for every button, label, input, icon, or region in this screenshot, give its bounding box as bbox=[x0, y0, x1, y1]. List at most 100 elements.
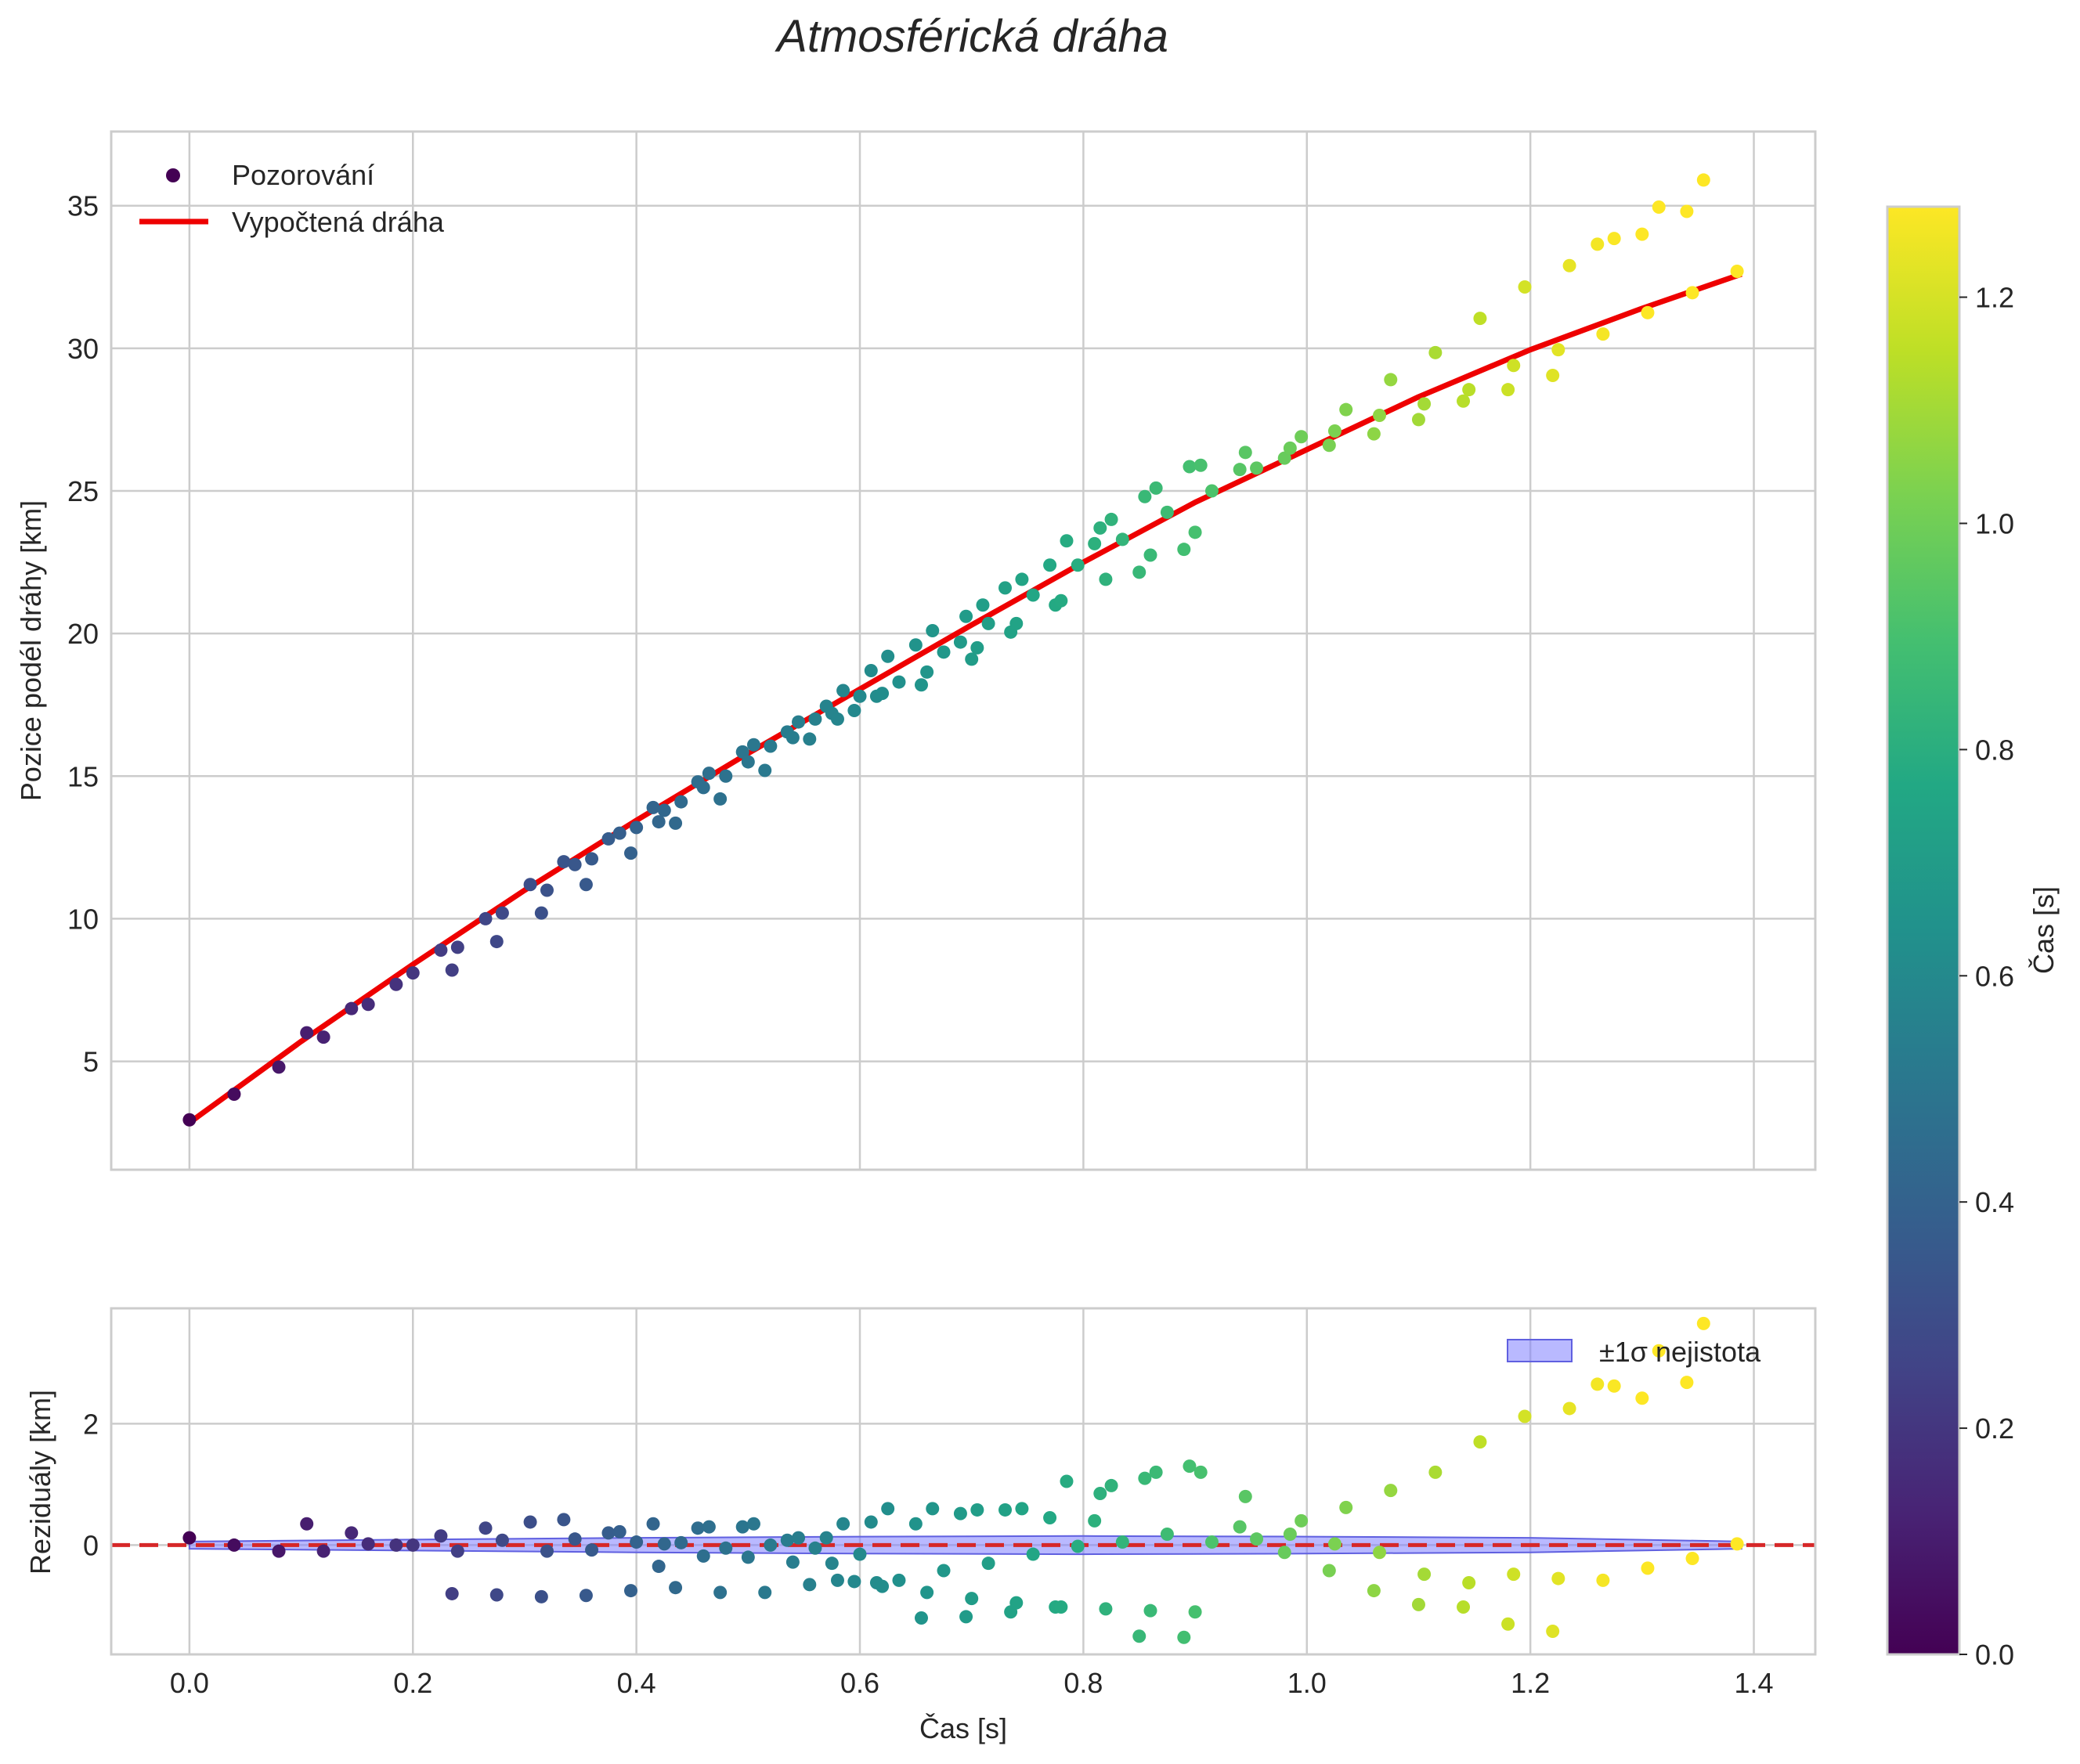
observation-point bbox=[792, 715, 806, 729]
residual-point bbox=[585, 1543, 599, 1557]
residual-point bbox=[389, 1538, 403, 1552]
observation-point bbox=[478, 911, 493, 925]
residual-point bbox=[735, 1520, 749, 1534]
observation-point bbox=[652, 815, 666, 829]
residual-point bbox=[1138, 1471, 1152, 1485]
bottom-y-tick-label: 0 bbox=[83, 1529, 99, 1561]
residual-point bbox=[1339, 1500, 1353, 1514]
observation-point bbox=[830, 712, 844, 726]
residual-point bbox=[495, 1533, 509, 1547]
residual-point bbox=[1562, 1401, 1576, 1416]
residual-point bbox=[853, 1547, 867, 1561]
observation-point bbox=[1295, 430, 1309, 444]
residual-point bbox=[674, 1535, 688, 1549]
observation-point bbox=[1641, 305, 1655, 319]
residual-point bbox=[1457, 1600, 1471, 1614]
residual-point bbox=[696, 1549, 710, 1563]
residual-point bbox=[1043, 1511, 1057, 1525]
residual-point bbox=[1596, 1573, 1610, 1587]
residual-point bbox=[1250, 1532, 1264, 1546]
observation-point bbox=[1635, 227, 1649, 241]
observation-point bbox=[758, 763, 772, 777]
observation-point bbox=[1428, 345, 1443, 359]
residual-point bbox=[1546, 1625, 1560, 1639]
observation-point bbox=[746, 738, 760, 752]
observation-point bbox=[1373, 408, 1387, 422]
observation-point bbox=[1250, 461, 1264, 475]
residual-point bbox=[646, 1517, 660, 1531]
chart-title: Atmosférická dráha bbox=[775, 11, 1168, 62]
residual-point bbox=[1367, 1584, 1381, 1598]
colorbar-gradient bbox=[1886, 205, 1961, 1656]
colorbar-label: Čas [s] bbox=[2028, 886, 2060, 974]
legend-band-swatch bbox=[1507, 1339, 1573, 1362]
residual-point bbox=[1591, 1377, 1605, 1391]
observation-point bbox=[741, 755, 755, 769]
residual-point bbox=[836, 1517, 850, 1531]
observation-point bbox=[1518, 280, 1532, 294]
residual-point bbox=[1417, 1567, 1432, 1582]
residual-point bbox=[1026, 1547, 1040, 1561]
observation-point bbox=[696, 781, 710, 795]
colorbar-tick-label: 1.2 bbox=[1975, 282, 2014, 314]
residual-point bbox=[970, 1502, 984, 1517]
observation-point bbox=[1183, 460, 1197, 474]
residual-point bbox=[1462, 1575, 1476, 1589]
colorbar-tick-label: 0.6 bbox=[1975, 960, 2014, 992]
observation-point bbox=[1507, 359, 1521, 373]
x-tick-label: 0.0 bbox=[170, 1667, 209, 1699]
residual-point bbox=[434, 1529, 448, 1543]
residual-point bbox=[719, 1541, 733, 1555]
observation-point bbox=[1562, 258, 1576, 272]
observation-point bbox=[735, 745, 749, 759]
observation-point bbox=[434, 943, 448, 957]
residual-point bbox=[1060, 1474, 1074, 1488]
observation-point bbox=[808, 712, 822, 726]
observation-point bbox=[847, 704, 861, 717]
residual-point bbox=[758, 1585, 772, 1600]
residual-point bbox=[746, 1517, 760, 1531]
residual-point bbox=[1411, 1597, 1425, 1611]
observation-point bbox=[445, 963, 459, 977]
residual-point bbox=[1015, 1502, 1029, 1516]
residual-point bbox=[1551, 1571, 1565, 1585]
residual-point bbox=[1115, 1535, 1129, 1549]
residual-point bbox=[1473, 1435, 1487, 1449]
residual-point bbox=[713, 1585, 728, 1600]
observation-point bbox=[1546, 368, 1560, 382]
residual-point bbox=[1641, 1561, 1655, 1575]
residual-point bbox=[1501, 1617, 1515, 1631]
residual-point bbox=[1685, 1551, 1699, 1565]
observation-point bbox=[953, 635, 967, 649]
residual-point bbox=[630, 1535, 644, 1549]
top-y-tick-label: 15 bbox=[67, 760, 99, 792]
residual-point bbox=[1277, 1546, 1291, 1560]
residual-point bbox=[1730, 1537, 1744, 1551]
residual-point bbox=[406, 1538, 420, 1552]
observation-point bbox=[702, 767, 716, 781]
residual-point bbox=[702, 1520, 716, 1534]
residual-point bbox=[1099, 1602, 1113, 1616]
residual-point bbox=[959, 1610, 973, 1624]
observation-point bbox=[892, 675, 906, 689]
observation-point bbox=[853, 689, 867, 703]
bottom-y-axis-label: Reziduály [km] bbox=[24, 1390, 56, 1575]
top-panel-frame bbox=[110, 130, 1817, 1171]
residual-point bbox=[1009, 1596, 1024, 1610]
residual-point bbox=[1518, 1409, 1532, 1423]
residual-point bbox=[489, 1588, 504, 1602]
observation-point bbox=[534, 906, 548, 920]
residual-point bbox=[568, 1532, 582, 1546]
top-y-tick-labels: 5 10 15 20 25 30 35 bbox=[67, 190, 99, 1078]
observation-point bbox=[998, 581, 1013, 595]
observation-point bbox=[1652, 200, 1666, 215]
residual-point bbox=[808, 1541, 822, 1555]
residual-point bbox=[937, 1564, 951, 1578]
top-y-tick-label: 10 bbox=[67, 903, 99, 935]
residual-point bbox=[1327, 1537, 1342, 1551]
residual-point bbox=[892, 1573, 906, 1587]
residual-point bbox=[579, 1589, 593, 1603]
residual-point bbox=[1384, 1484, 1398, 1498]
residual-point bbox=[908, 1517, 923, 1531]
residual-point bbox=[741, 1550, 755, 1564]
